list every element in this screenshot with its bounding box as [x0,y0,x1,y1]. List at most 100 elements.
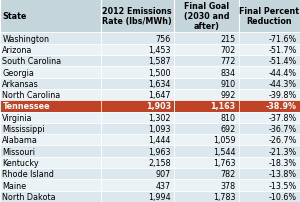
Text: 910: 910 [220,79,236,88]
Text: 756: 756 [156,35,171,43]
Text: South Carolina: South Carolina [2,57,61,66]
Text: 1,444: 1,444 [148,136,171,145]
Bar [100,33,174,45]
Text: 1,544: 1,544 [213,147,236,156]
Text: -39.8%: -39.8% [269,91,297,100]
Text: 1,763: 1,763 [213,158,236,167]
Text: -51.7%: -51.7% [268,46,297,55]
Bar [174,191,239,202]
Bar [0,135,100,146]
Bar [100,146,174,157]
Bar [238,168,300,180]
Bar [0,56,100,67]
Text: Missouri: Missouri [2,147,35,156]
Bar [100,78,174,89]
Text: 907: 907 [156,169,171,178]
Text: -21.3%: -21.3% [269,147,297,156]
Bar [0,101,100,112]
Text: -10.6%: -10.6% [269,192,297,201]
Text: 378: 378 [220,181,236,190]
Bar [100,56,174,67]
Bar [238,180,300,191]
Bar [174,180,239,191]
Bar [100,191,174,202]
Text: 215: 215 [220,35,236,43]
Text: State: State [2,12,27,21]
Bar [174,78,239,89]
Text: Kentucky: Kentucky [2,158,39,167]
Bar [100,168,174,180]
Text: 1,963: 1,963 [148,147,171,156]
Bar [174,56,239,67]
Bar [174,146,239,157]
Bar [0,157,100,168]
Bar [0,146,100,157]
Bar [238,33,300,45]
Text: Maine: Maine [2,181,26,190]
Bar [238,135,300,146]
Text: 1,783: 1,783 [213,192,236,201]
Text: 692: 692 [220,124,236,133]
Text: 1,500: 1,500 [148,68,171,77]
Bar [100,101,174,112]
Bar [100,123,174,135]
Text: Mississippi: Mississippi [2,124,45,133]
Bar [100,180,174,191]
Text: 782: 782 [220,169,236,178]
Bar [0,89,100,101]
Text: 2012 Emissions
Rate (lbs/MWh): 2012 Emissions Rate (lbs/MWh) [102,7,172,26]
Text: 1,453: 1,453 [148,46,171,55]
Text: 810: 810 [220,113,236,122]
Text: 2,158: 2,158 [148,158,171,167]
Bar [238,45,300,56]
Text: Tennessee: Tennessee [2,102,50,111]
Text: -18.3%: -18.3% [269,158,297,167]
Text: -37.8%: -37.8% [269,113,297,122]
Bar [238,146,300,157]
Text: 1,634: 1,634 [148,79,171,88]
Text: 1,587: 1,587 [148,57,171,66]
Text: North Dakota: North Dakota [2,192,56,201]
Bar [0,45,100,56]
Bar [238,157,300,168]
Bar [174,157,239,168]
Bar [174,101,239,112]
Bar [0,168,100,180]
Bar [0,123,100,135]
Bar [238,67,300,78]
Bar [0,112,100,123]
Bar [0,67,100,78]
Bar [174,168,239,180]
Text: -38.9%: -38.9% [266,102,297,111]
Bar [100,45,174,56]
Text: -71.6%: -71.6% [269,35,297,43]
Bar [174,89,239,101]
Bar [100,157,174,168]
Bar [238,0,300,33]
Bar [174,33,239,45]
Bar [174,135,239,146]
Text: 772: 772 [220,57,236,66]
Bar [174,112,239,123]
Text: -51.4%: -51.4% [269,57,297,66]
Text: -44.4%: -44.4% [269,68,297,77]
Bar [100,0,174,33]
Text: 1,163: 1,163 [210,102,236,111]
Text: 1,994: 1,994 [148,192,171,201]
Text: Virginia: Virginia [2,113,33,122]
Text: 834: 834 [220,68,236,77]
Bar [0,191,100,202]
Text: 1,093: 1,093 [148,124,171,133]
Text: Rhode Island: Rhode Island [2,169,54,178]
Text: -13.5%: -13.5% [269,181,297,190]
Text: 1,647: 1,647 [148,91,171,100]
Text: 1,903: 1,903 [146,102,171,111]
Bar [238,191,300,202]
Text: 1,059: 1,059 [213,136,236,145]
Bar [0,78,100,89]
Bar [100,89,174,101]
Text: Arizona: Arizona [2,46,33,55]
Text: Alabama: Alabama [2,136,38,145]
Text: North Carolina: North Carolina [2,91,61,100]
Text: Georgia: Georgia [2,68,34,77]
